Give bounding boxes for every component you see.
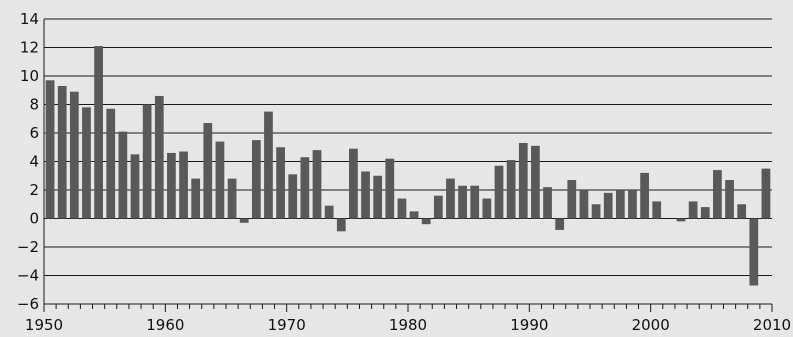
bar-2005 <box>700 207 710 219</box>
bar-1974 <box>324 205 334 219</box>
bar-1998 <box>615 190 625 219</box>
bar-2000 <box>640 172 649 219</box>
x-tick-label: 1970 <box>268 316 306 334</box>
y-tick-label: 8 <box>29 96 39 114</box>
bar-1958 <box>130 154 140 219</box>
bar-1975 <box>336 218 346 232</box>
bar-1984 <box>446 178 455 219</box>
bar-1995 <box>579 190 589 219</box>
bar-1983 <box>433 195 443 219</box>
bar-1978 <box>373 175 383 219</box>
y-tick-label: −4 <box>17 267 39 285</box>
bar-1981 <box>409 211 419 219</box>
bar-1951 <box>45 80 55 219</box>
x-tick-label: 1950 <box>25 316 63 334</box>
x-tick-label: 1990 <box>510 316 548 334</box>
gridlines <box>44 18 772 305</box>
bar-1976 <box>349 148 358 219</box>
y-tick-label: 6 <box>29 124 39 142</box>
bar-1973 <box>312 150 322 219</box>
bar-1960 <box>154 95 164 219</box>
bar-2001 <box>652 201 662 219</box>
y-tick-label: 14 <box>20 10 39 28</box>
bar-1966 <box>227 178 237 219</box>
bar-1980 <box>397 198 407 219</box>
bars <box>45 46 771 286</box>
bar-1989 <box>506 160 516 219</box>
bar-1967 <box>239 218 249 223</box>
bar-1994 <box>567 180 577 219</box>
y-tick-label: 10 <box>20 67 39 85</box>
bar-1993 <box>555 218 565 230</box>
bar-1999 <box>628 190 637 219</box>
bar-2006 <box>713 170 722 219</box>
bar-1970 <box>276 147 285 219</box>
bar-2009 <box>749 218 759 286</box>
bar-1992 <box>543 187 552 219</box>
x-tick-label: 2000 <box>632 316 670 334</box>
bar-1991 <box>531 145 540 219</box>
y-tick-label: −6 <box>17 295 39 313</box>
y-tick-label: −2 <box>17 238 39 256</box>
bar-1979 <box>385 158 395 219</box>
bar-2003 <box>676 218 686 222</box>
bar-1977 <box>361 171 370 219</box>
bar-1965 <box>215 141 225 219</box>
bar-1957 <box>118 131 128 219</box>
bar-1972 <box>300 157 310 219</box>
bar-1997 <box>603 192 613 219</box>
bar-1953 <box>69 91 79 219</box>
bar-1964 <box>203 123 213 219</box>
bar-1982 <box>421 218 431 225</box>
bar-1952 <box>57 85 67 219</box>
bar-1987 <box>482 198 492 219</box>
bar-2007 <box>725 180 734 219</box>
bar-1963 <box>191 178 201 219</box>
bar-2008 <box>737 204 747 219</box>
bar-2010 <box>761 168 771 219</box>
bar-1955 <box>94 46 103 219</box>
bar-1956 <box>106 108 116 219</box>
y-tick-label: 12 <box>20 39 39 57</box>
y-tick-label: 2 <box>29 181 39 199</box>
x-tick-label: 1960 <box>146 316 184 334</box>
bar-1988 <box>494 165 504 219</box>
x-tick-label: 1980 <box>389 316 427 334</box>
bar-1985 <box>458 185 467 219</box>
y-tick-label: 0 <box>29 210 39 228</box>
x-tick-label: 2010 <box>753 316 791 334</box>
axes <box>43 19 773 312</box>
bar-1962 <box>179 151 188 219</box>
bar-1986 <box>470 185 480 219</box>
bar-1959 <box>142 104 152 219</box>
y-tick-label: 4 <box>29 153 39 171</box>
bar-1961 <box>167 152 176 219</box>
bar-1954 <box>82 107 91 219</box>
bar-1971 <box>288 174 298 219</box>
bar-1969 <box>264 111 273 219</box>
bar-1990 <box>518 142 528 219</box>
bar-1996 <box>591 204 601 219</box>
bar-2004 <box>688 201 698 219</box>
tick-labels: −6 −4 −2 0 2 4 6 8 10 12 14 1950 1960 1970 1980 1990 200… <box>17 10 791 334</box>
bar-1968 <box>251 140 261 219</box>
